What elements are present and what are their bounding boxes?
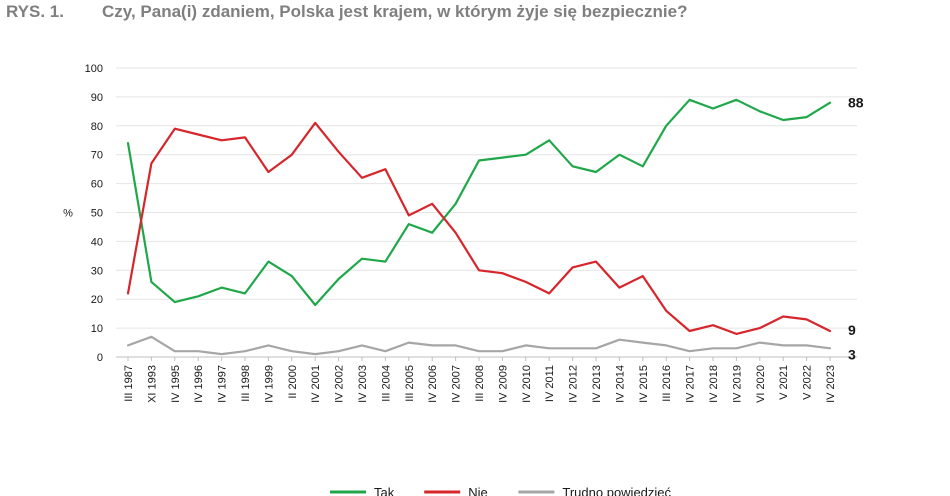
y-tick-label-100: 100 — [85, 63, 103, 75]
y-tick-label-70: 70 — [91, 150, 103, 162]
y-tick-label-50: 50 — [91, 208, 103, 220]
x-tick-label-30: IV 2023 — [825, 365, 837, 403]
axes: 0 10 20 30 40 50 60 70 80 90 100% III 1987 XI 1993 IV… — [63, 63, 857, 403]
x-tick-label-13: IV 2006 — [427, 365, 439, 403]
gridlines — [116, 67, 857, 329]
series-line-tak — [126, 98, 832, 307]
x-tick-label-14: IV 2007 — [451, 365, 463, 403]
y-axis-label: % — [63, 208, 73, 220]
x-tick-label-9: IV 2002 — [334, 365, 346, 403]
x-tick-label-4: IV 1997 — [217, 365, 229, 403]
x-tick-label-3: IV 1996 — [193, 365, 205, 403]
x-tick-label-20: IV 2013 — [591, 365, 603, 403]
x-tick-label-2: IV 1995 — [170, 365, 182, 403]
x-tick-label-26: IV 2019 — [731, 365, 743, 403]
y-tick-label-30: 30 — [91, 265, 103, 277]
end-labels: 88 9 3 — [848, 95, 864, 363]
series-line-trudno — [126, 335, 832, 356]
y-tick-label-90: 90 — [91, 92, 103, 104]
figure-label: RYS. 1. — [6, 2, 64, 21]
x-tick-label-21: IV 2014 — [614, 365, 626, 403]
y-tick-label-40: 40 — [91, 236, 103, 248]
x-tick-label-1: XI 1993 — [146, 365, 158, 403]
x-tick-label-11: III 2004 — [380, 365, 392, 402]
end-label-nie: 9 — [848, 322, 856, 338]
x-tick-label-25: IV 2018 — [708, 365, 720, 403]
x-tick-label-0: III 1987 — [123, 365, 135, 402]
x-tick-label-6: IV 1999 — [263, 365, 275, 403]
y-tick-label-60: 60 — [91, 179, 103, 191]
legend: Tak Nie Trudno powiedzieć — [330, 485, 672, 496]
x-tick-label-8: IV 2001 — [310, 365, 322, 403]
y-tick-label-10: 10 — [91, 323, 103, 335]
y-tick-label-80: 80 — [91, 121, 103, 133]
series-line-nie — [126, 121, 832, 335]
y-tick-label-20: 20 — [91, 294, 103, 306]
end-label-tak: 88 — [848, 95, 864, 111]
x-tick-label-16: IV 2009 — [497, 365, 509, 403]
x-tick-label-5: III 1998 — [240, 365, 252, 402]
y-tick-label-0: 0 — [97, 352, 103, 364]
x-tick-label-7: II 2000 — [287, 365, 299, 399]
x-tick-label-10: IV 2003 — [357, 365, 369, 403]
x-tick-label-23: III 2016 — [661, 365, 673, 402]
legend-label-trudno: Trudno powiedzieć — [562, 485, 671, 496]
chart-title: Czy, Pana(i) zdaniem, Polska jest krajem… — [102, 2, 688, 21]
x-tick-label-24: IV 2017 — [685, 365, 697, 403]
x-tick-label-15: III 2008 — [474, 365, 486, 402]
x-tick-label-17: IV 2010 — [521, 365, 533, 403]
x-tick-label-29: V 2022 — [802, 365, 814, 400]
series-lines — [126, 98, 832, 356]
x-tick-label-19: IV 2012 — [568, 365, 580, 403]
legend-label-tak: Tak — [374, 485, 395, 496]
x-tick-label-12: III 2005 — [404, 365, 416, 402]
chart-title-row: RYS. 1. Czy, Pana(i) zdaniem, Polska jest… — [6, 2, 687, 26]
x-tick-label-22: IV 2015 — [638, 365, 650, 403]
x-tick-label-27: VI 2020 — [755, 365, 767, 403]
end-label-trudno: 3 — [848, 346, 856, 362]
x-tick-label-28: V 2021 — [778, 365, 790, 400]
x-tick-label-18: IV 2011 — [544, 365, 556, 402]
legend-label-nie: Nie — [468, 485, 488, 496]
